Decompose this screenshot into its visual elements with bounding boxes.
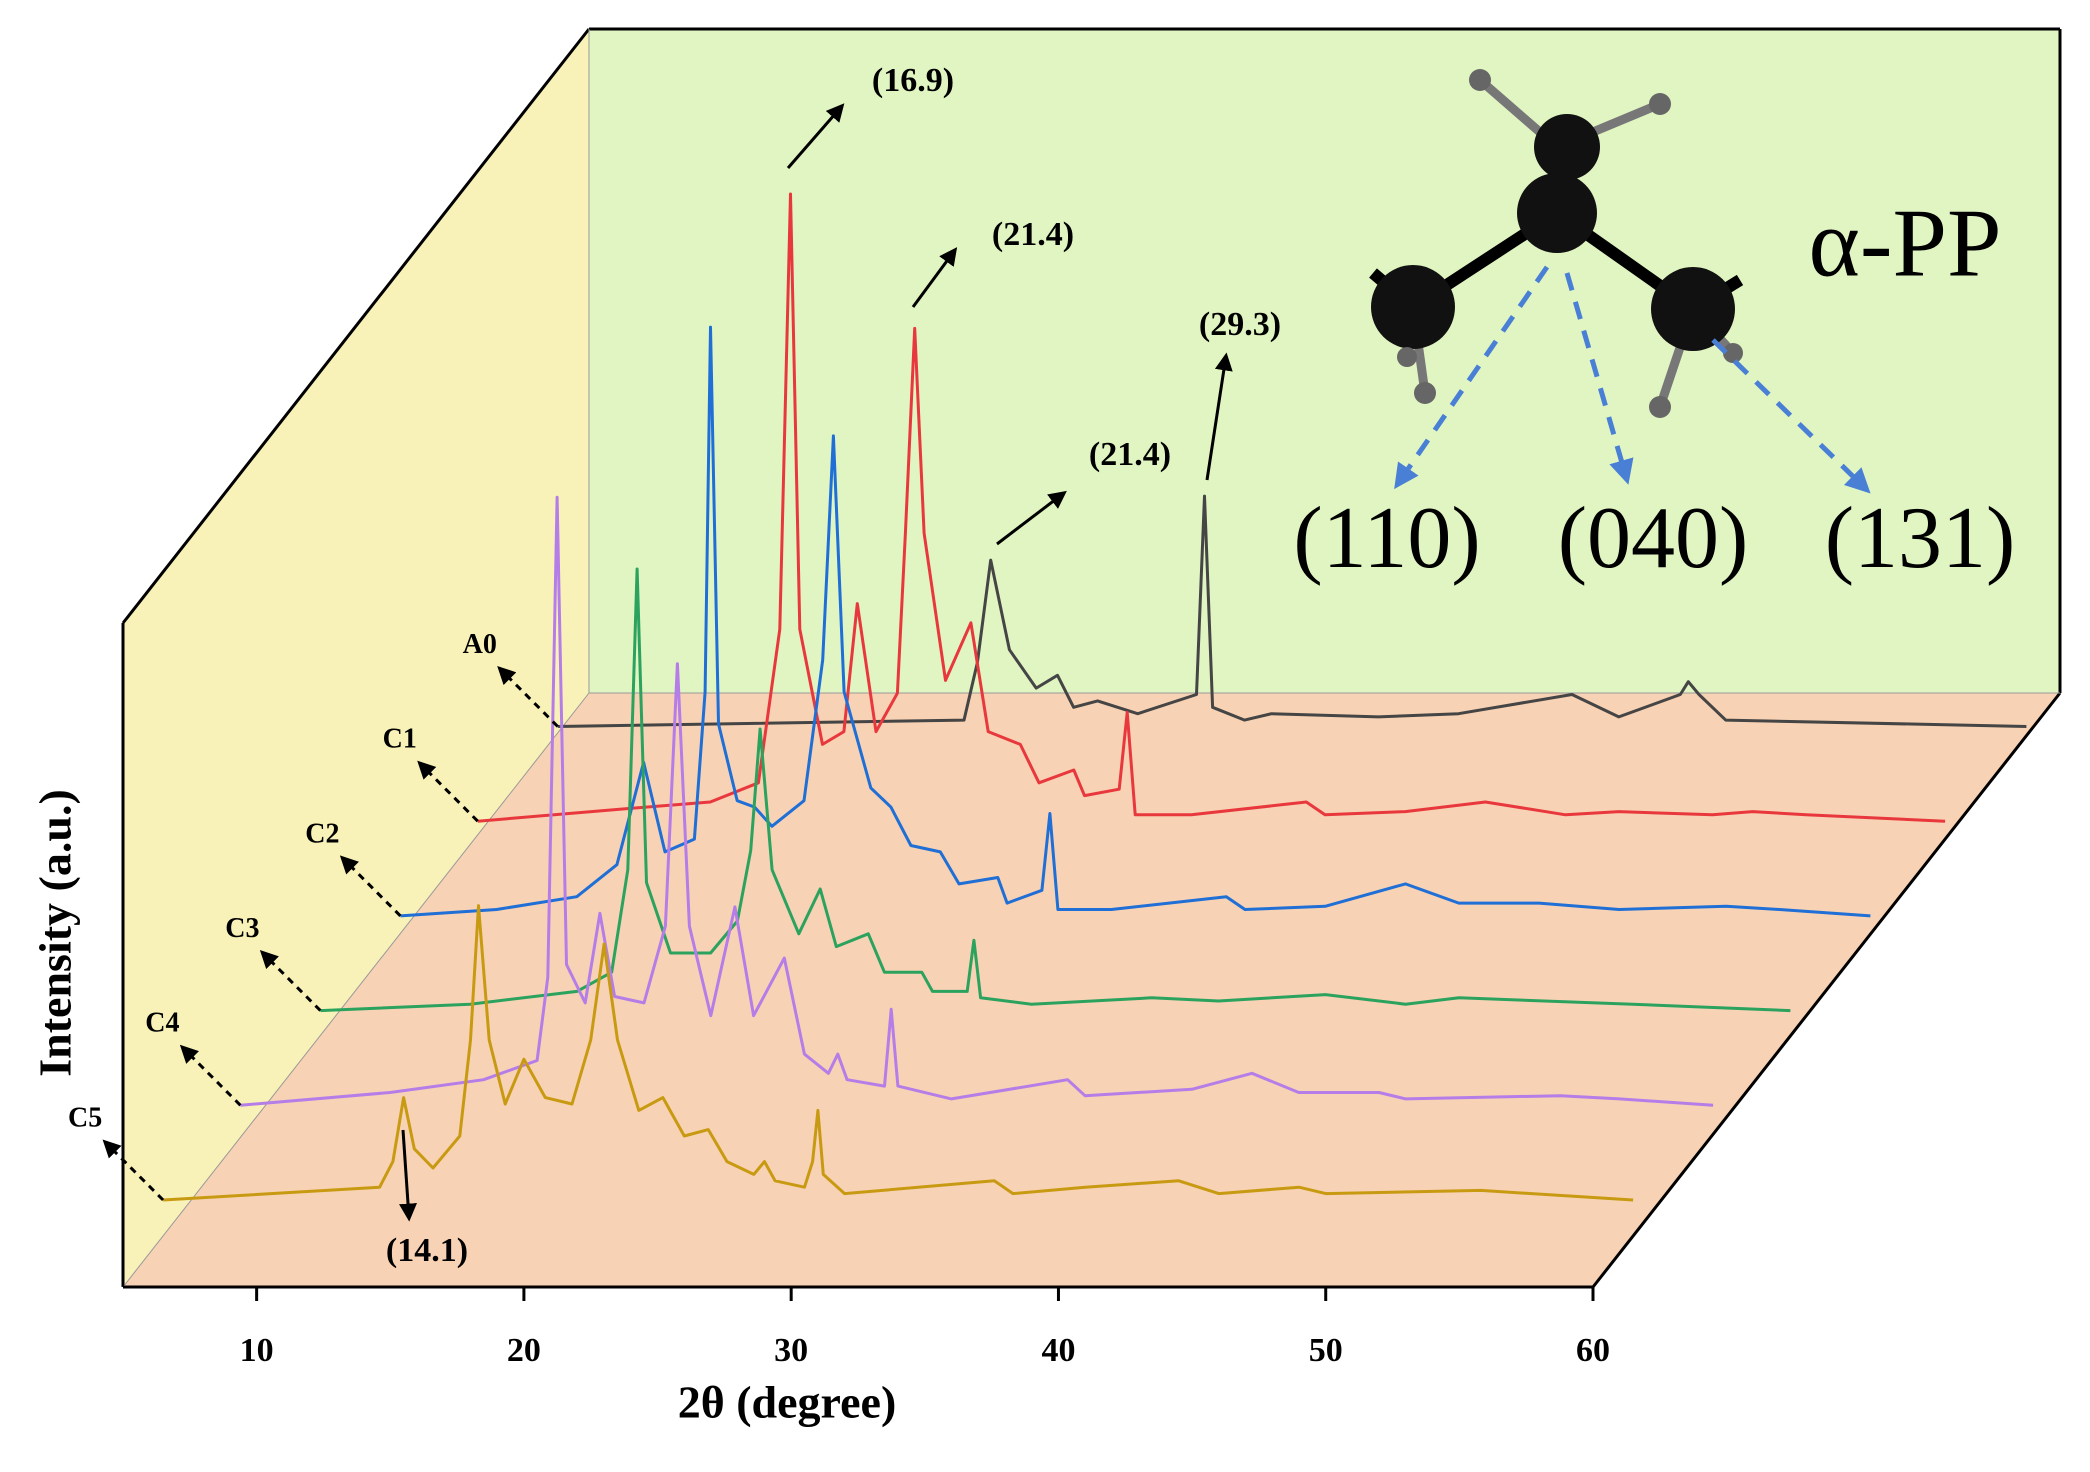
- x-tick-label: 50: [1309, 1332, 1343, 1369]
- inset-label: α-PP: [1809, 189, 2002, 297]
- floor: [123, 693, 2060, 1287]
- series-pointer: [339, 855, 402, 917]
- series-label: C3: [225, 913, 259, 944]
- series-line: [163, 904, 1634, 1202]
- series-line: [320, 567, 1791, 1013]
- series-layer: [163, 192, 2027, 1202]
- y-axis-title: Intensity (a.u.): [30, 789, 81, 1077]
- series-label: C1: [383, 724, 417, 755]
- series-pointer: [179, 1044, 242, 1107]
- box-frame: [121, 27, 2062, 1288]
- series-pointer: [259, 950, 322, 1012]
- plane-label: (131): [1825, 490, 2016, 587]
- series-pointer: [102, 1139, 165, 1202]
- series-label: A0: [463, 629, 497, 660]
- back-wall: [589, 29, 2060, 693]
- x-tick-label: 60: [1576, 1332, 1610, 1369]
- series-label: C4: [145, 1008, 179, 1039]
- x-tick-label: 20: [507, 1332, 541, 1369]
- x-axis-title: 2θ (degree): [678, 1377, 897, 1428]
- annotation: (14.1): [386, 1232, 468, 1269]
- x-tick-label: 30: [774, 1332, 808, 1369]
- x-tick-label: 40: [1041, 1332, 1075, 1369]
- molecule: [1369, 69, 1871, 494]
- series-line: [557, 494, 2027, 728]
- plane-label: (110): [1293, 490, 1480, 587]
- series-pointer: [497, 665, 559, 728]
- annotation: (21.4): [1089, 436, 1171, 473]
- series-line: [240, 495, 1714, 1107]
- annotation: (16.9): [872, 62, 954, 99]
- series-label: C5: [68, 1102, 102, 1133]
- left-wall: [123, 29, 589, 1287]
- series-pointer: [417, 760, 479, 823]
- annotation: (21.4): [992, 216, 1074, 253]
- x-tick-label: 10: [240, 1332, 274, 1369]
- series-line: [477, 192, 1946, 823]
- annotation-arrows: [399, 103, 1233, 1222]
- series-label: C2: [305, 818, 339, 849]
- plane-label: (040): [1558, 490, 1749, 587]
- series-line: [400, 325, 1871, 918]
- annotation: (29.3): [1199, 306, 1281, 343]
